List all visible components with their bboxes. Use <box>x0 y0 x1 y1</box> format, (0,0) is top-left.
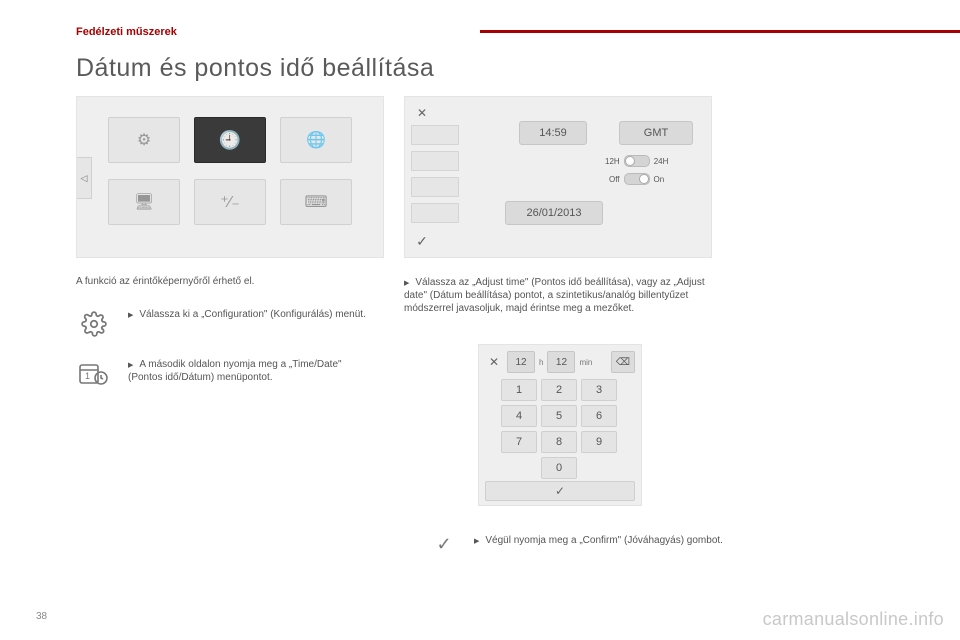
key-6[interactable]: 6 <box>581 405 617 427</box>
calendar-clock-icon: 🕘 <box>219 130 241 151</box>
key-9[interactable]: 9 <box>581 431 617 453</box>
step-config-text: Válassza ki a „Configuration" (Konfigurá… <box>128 309 366 320</box>
screenshot-keypad: ✕ 12 h 12 min ⌫ 1 2 3 4 5 6 7 8 9 0 ✓ <box>478 344 642 506</box>
side-tab-icon: ◁ <box>77 157 92 199</box>
minute-unit: min <box>579 358 592 367</box>
watermark: carmanualsonline.info <box>763 609 944 630</box>
icon-grid: ⚙ 🕘 🌐 🖥 ⁺⁄₋ ⌨ <box>107 117 353 237</box>
globe-icon: 🌐 <box>306 130 326 150</box>
calendar-clock-icon: 1 <box>76 358 112 390</box>
screenshot-config-menu: ◁ ⚙ 🕘 🌐 🖥 ⁺⁄₋ ⌨ <box>76 96 384 258</box>
page-number: 38 <box>36 611 47 622</box>
screenshot-time-panel: ✕ ✓ 14:59 GMT 12H 24H Off On 26/01/2013 <box>404 96 712 258</box>
accent-bar <box>480 30 960 33</box>
breadcrumb: Fedélzeti műszerek <box>76 26 177 38</box>
side-menu <box>411 125 459 223</box>
key-4[interactable]: 4 <box>501 405 537 427</box>
key-7[interactable]: 7 <box>501 431 537 453</box>
on-label: On <box>654 175 665 184</box>
time-field[interactable]: 14:59 <box>519 121 587 145</box>
timezone-field[interactable]: GMT <box>619 121 693 145</box>
gear-icon: ⚙ <box>137 130 151 150</box>
key-2[interactable]: 2 <box>541 379 577 401</box>
gear-icon <box>76 308 112 340</box>
format-toggle[interactable] <box>624 155 650 167</box>
step-timedate-text: A második oldalon nyomja meg a „Time/Dat… <box>128 359 342 383</box>
hour-unit: h <box>539 358 543 367</box>
key-3[interactable]: 3 <box>581 379 617 401</box>
hour-field[interactable]: 12 <box>507 351 535 373</box>
tile-calc[interactable]: ⁺⁄₋ <box>194 179 266 225</box>
step-adjust-text: Válassza az „Adjust time" (Pontos idő be… <box>404 277 705 314</box>
close-icon[interactable]: ✕ <box>411 103 433 123</box>
format-12h-label: 12H <box>605 157 620 166</box>
tile-keyboard[interactable]: ⌨ <box>280 179 352 225</box>
key-8[interactable]: 8 <box>541 431 577 453</box>
step-adjust: Válassza az „Adjust time" (Pontos idő be… <box>404 276 714 315</box>
keypad-grid: 1 2 3 4 5 6 7 8 9 0 <box>501 379 619 479</box>
side-menu-item[interactable] <box>411 151 459 171</box>
calculator-icon: ⁺⁄₋ <box>220 192 240 212</box>
backspace-key[interactable]: ⌫ <box>611 351 635 373</box>
date-field[interactable]: 26/01/2013 <box>505 201 603 225</box>
close-icon[interactable]: ✕ <box>485 353 503 371</box>
key-1[interactable]: 1 <box>501 379 537 401</box>
check-icon[interactable]: ✓ <box>411 231 433 251</box>
step-configuration: Válassza ki a „Configuration" (Konfigurá… <box>76 308 376 340</box>
onoff-toggle[interactable] <box>624 173 650 185</box>
side-menu-item[interactable] <box>411 177 459 197</box>
tile-display[interactable]: 🖥 <box>108 179 180 225</box>
key-0[interactable]: 0 <box>541 457 577 479</box>
keypad-confirm[interactable]: ✓ <box>485 481 635 501</box>
off-label: Off <box>609 175 620 184</box>
step-confirm: ✓ Végül nyomja meg a „Confirm" (Jóváhagy… <box>430 534 730 555</box>
keyboard-icon: ⌨ <box>304 192 327 212</box>
display-icon: 🖥 <box>134 192 154 212</box>
minute-field[interactable]: 12 <box>547 351 575 373</box>
side-menu-item[interactable] <box>411 203 459 223</box>
svg-text:1: 1 <box>85 371 90 381</box>
page-title: Dátum és pontos idő beállítása <box>76 54 434 83</box>
step-time-date: 1 A második oldalon nyomja meg a „Time/D… <box>76 358 376 390</box>
key-5[interactable]: 5 <box>541 405 577 427</box>
tile-time-date[interactable]: 🕘 <box>194 117 266 163</box>
side-menu-item[interactable] <box>411 125 459 145</box>
caption-touchscreen: A funkció az érintőképernyőről érhető el… <box>76 276 376 287</box>
tile-globe[interactable]: 🌐 <box>280 117 352 163</box>
format-24h-label: 24H <box>654 157 669 166</box>
check-icon: ✓ <box>430 534 458 555</box>
tile-settings[interactable]: ⚙ <box>108 117 180 163</box>
step-confirm-text: Végül nyomja meg a „Confirm" (Jóváhagyás… <box>474 535 723 546</box>
